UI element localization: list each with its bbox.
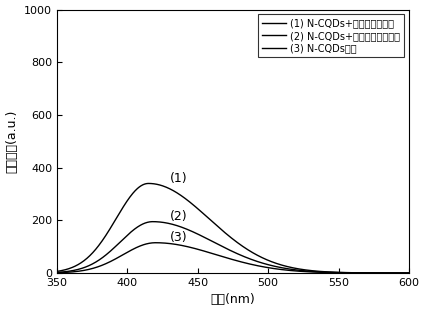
(2) N-CQDs+未净化的半乳样品	[117, 241, 122, 245]
(2) N-CQDs+未净化的半乳样品	[145, 221, 150, 224]
Text: (1): (1)	[170, 172, 187, 185]
Line: (3) N-CQDs空白: (3) N-CQDs空白	[57, 243, 409, 273]
(2) N-CQDs+未净化的半乳样品	[54, 271, 60, 274]
Legend: (1) N-CQDs+净化的半乳样品, (2) N-CQDs+未净化的半乳样品, (3) N-CQDs空白: (1) N-CQDs+净化的半乳样品, (2) N-CQDs+未净化的半乳样品,…	[258, 14, 404, 57]
(2) N-CQDs+未净化的半乳样品	[214, 242, 219, 246]
(1) N-CQDs+净化的半乳样品	[146, 182, 151, 185]
Line: (1) N-CQDs+净化的半乳样品: (1) N-CQDs+净化的半乳样品	[57, 183, 409, 273]
(1) N-CQDs+净化的半乳样品	[262, 257, 267, 261]
X-axis label: 波长(nm): 波长(nm)	[210, 294, 255, 306]
(3) N-CQDs空白	[290, 269, 295, 273]
(3) N-CQDs空白	[262, 265, 267, 269]
(2) N-CQDs+未净化的半乳样品	[406, 271, 411, 275]
(2) N-CQDs+未净化的半乳样品	[290, 268, 295, 271]
(1) N-CQDs+净化的半乳样品	[145, 182, 150, 185]
Y-axis label: 荺光强度(a.u.): 荺光强度(a.u.)	[6, 110, 19, 173]
(1) N-CQDs+净化的半乳样品	[290, 266, 295, 270]
Text: (2): (2)	[170, 210, 187, 223]
Line: (2) N-CQDs+未净化的半乳样品: (2) N-CQDs+未净化的半乳样品	[57, 222, 409, 273]
(1) N-CQDs+净化的半乳样品	[117, 212, 122, 215]
(3) N-CQDs空白	[406, 271, 411, 275]
(1) N-CQDs+净化的半乳样品	[54, 270, 60, 273]
(3) N-CQDs空白	[117, 255, 122, 259]
(3) N-CQDs空白	[145, 242, 150, 246]
(1) N-CQDs+净化的半乳样品	[406, 271, 411, 275]
(2) N-CQDs+未净化的半乳样品	[262, 262, 267, 266]
(3) N-CQDs空白	[320, 271, 325, 274]
(3) N-CQDs空白	[54, 271, 60, 275]
(2) N-CQDs+未净化的半乳样品	[320, 270, 325, 274]
(1) N-CQDs+净化的半乳样品	[214, 224, 219, 227]
(3) N-CQDs空白	[214, 253, 219, 257]
(2) N-CQDs+未净化的半乳样品	[150, 220, 155, 223]
(3) N-CQDs空白	[153, 241, 158, 245]
Text: (3): (3)	[170, 232, 187, 244]
(1) N-CQDs+净化的半乳样品	[320, 270, 325, 273]
